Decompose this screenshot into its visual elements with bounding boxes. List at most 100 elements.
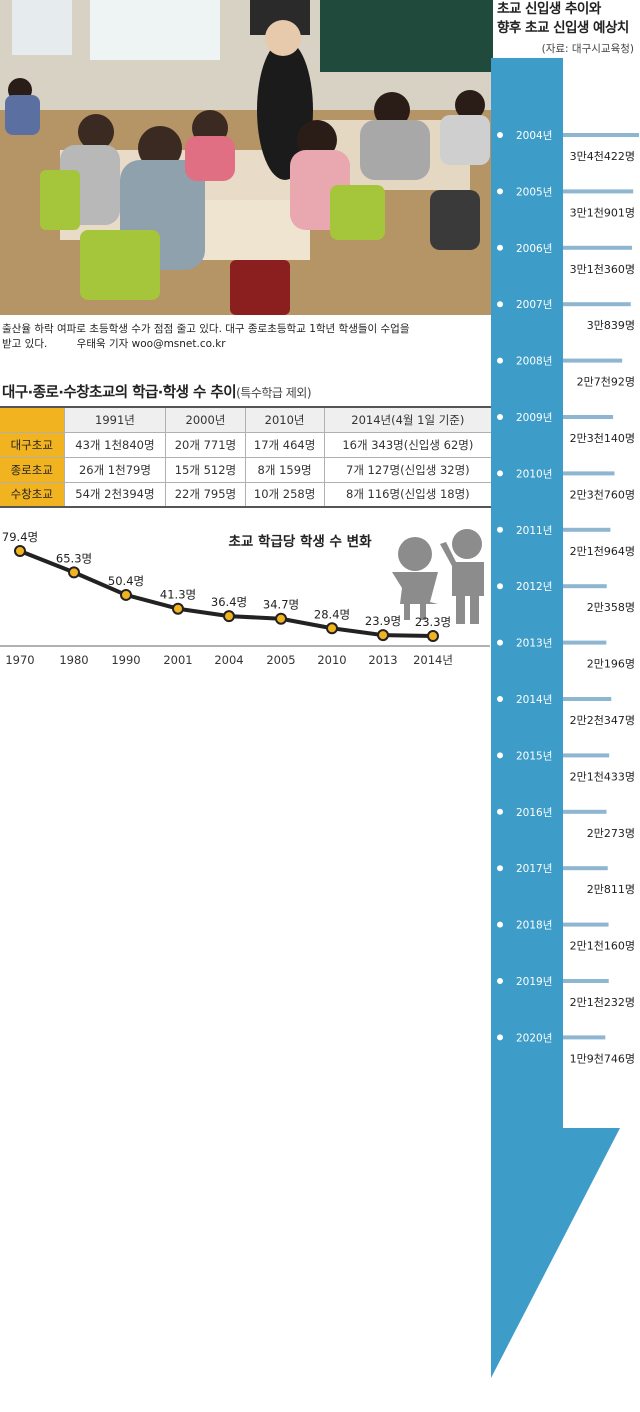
timeline-value-label: 2만1천433명 xyxy=(570,769,635,783)
table-cell: 17개 464명 xyxy=(245,432,325,458)
timeline-year-label: 2019년 xyxy=(516,976,552,988)
timeline-dot xyxy=(497,526,503,533)
timeline-bar xyxy=(563,471,615,476)
data-point xyxy=(223,610,235,623)
timeline-dot xyxy=(497,188,503,195)
data-label: 34.7명 xyxy=(263,598,299,612)
timeline-value-label: 1만9천746명 xyxy=(570,1051,635,1065)
timeline-year-label: 2014년 xyxy=(516,694,552,706)
table-title-text: 대구·종로·수창초교의 학급·학생 수 추이 xyxy=(2,385,237,401)
line-chart-title: 초교 학급당 학생 수 변화 xyxy=(229,533,373,550)
table-header-cell: 1991년 xyxy=(64,406,167,433)
timeline-value-label: 2만196명 xyxy=(587,658,635,671)
caption-line-1: 출산율 하락 여파로 초등학생 수가 점점 줄고 있다. 대구 종로초등학교 1… xyxy=(2,323,410,335)
table-row: 대구초교 43개 1천840명 20개 771명 17개 464명 16개 34… xyxy=(0,432,491,458)
class-size-line-chart: 초교 학급당 학생 수 변화 79.4명 1970 65.3명 1980 50.4명 199… xyxy=(0,529,490,667)
timeline-dot xyxy=(497,978,503,984)
table-row-school: 종로초교 xyxy=(0,457,65,483)
table-header-cell: 2010년 xyxy=(245,406,325,433)
table-cell: 20개 771명 xyxy=(165,432,246,458)
timeline-bar xyxy=(563,866,608,871)
timeline-value-label: 3만4천422명 xyxy=(570,149,635,163)
x-tick-label: 2013 xyxy=(368,653,397,667)
timeline-dot xyxy=(497,808,503,815)
timeline-year-label: 2007년 xyxy=(516,299,552,311)
table-cell: 7개 127명(신입생 32명) xyxy=(324,457,491,483)
table-header-cell: 2014년(4월 1일 기준) xyxy=(324,406,491,433)
timeline-year-label: 2012년 xyxy=(516,581,552,593)
data-point xyxy=(68,566,80,579)
data-point xyxy=(326,622,338,635)
timeline-value-label: 2만3천760명 xyxy=(570,487,635,501)
x-tick-label: 2001 xyxy=(163,653,192,667)
timeline-bar xyxy=(563,1035,606,1040)
data-point xyxy=(172,602,184,615)
timeline-bar xyxy=(563,697,612,701)
data-label: 23.9명 xyxy=(365,614,401,628)
timeline-dot xyxy=(497,244,503,251)
timeline-year-label: 2013년 xyxy=(516,638,552,650)
x-tick-label: 2005 xyxy=(266,653,295,667)
timeline-year-label: 2018년 xyxy=(516,920,552,932)
timeline-value-label: 2만2천347명 xyxy=(570,713,635,727)
timeline-year-label: 2005년 xyxy=(516,186,552,198)
classroom-photo xyxy=(0,0,493,315)
photo-credit: 우태욱 기자 woo@msnet.co.kr xyxy=(76,338,226,350)
timeline-dot xyxy=(497,583,503,590)
data-point xyxy=(120,588,132,601)
timeline-year-label: 2010년 xyxy=(516,468,552,480)
table-title-note: (특수학급 제외) xyxy=(236,386,312,400)
data-label: 65.3명 xyxy=(56,551,92,565)
photo-caption: 출산율 하락 여파로 초등학생 수가 점점 줄고 있다. 대구 종로초등학교 1… xyxy=(2,322,490,352)
timeline-value-label: 2만273명 xyxy=(587,827,635,840)
timeline-year-label: 2008년 xyxy=(516,356,552,368)
table-cell: 8개 159명 xyxy=(245,457,325,483)
timeline-value-label: 2만3천140명 xyxy=(570,431,635,445)
table-header-cell: 2000년 xyxy=(165,406,246,433)
table-title: 대구·종로·수창초교의 학급·학생 수 추이(특수학급 제외) xyxy=(2,381,312,402)
x-tick-label: 1980 xyxy=(59,653,88,667)
children-silhouette-icon xyxy=(392,529,484,624)
freshmen-timeline-chart: 2004년 3만4천422명 2005년 3만1천901명 2006년 3만1천360명 2… xyxy=(491,58,640,1378)
timeline-bar xyxy=(563,133,639,137)
table-cell: 16개 343명(신입생 62명) xyxy=(324,432,491,458)
timeline-title: 초교 신입생 추이와 향후 초교 신입생 예상치 xyxy=(497,0,640,38)
table-row: 종로초교 26개 1천79명 15개 512명 8개 159명 7개 127명(… xyxy=(0,457,491,483)
timeline-band xyxy=(491,58,620,1378)
data-point xyxy=(275,612,287,625)
timeline-year-label: 2011년 xyxy=(516,525,552,537)
timeline-year-label: 2009년 xyxy=(516,412,552,424)
timeline-bar xyxy=(563,922,609,927)
table-cell: 22개 795명 xyxy=(165,482,246,508)
timeline-bar xyxy=(563,245,632,250)
timeline-bar xyxy=(563,415,614,419)
timeline-bar xyxy=(563,527,611,532)
data-point xyxy=(14,545,26,557)
x-tick-label: 2014년 xyxy=(413,653,453,667)
data-label: 50.4명 xyxy=(108,574,144,588)
timeline-value-label: 2만1천964명 xyxy=(570,544,635,558)
x-tick-label: 1970 xyxy=(5,653,34,667)
stats-table: 1991년 2000년 2010년 2014년(4월 1일 기준) 대구초교 4… xyxy=(0,406,491,508)
timeline-value-label: 3만839명 xyxy=(587,319,635,332)
timeline-value-label: 3만1천901명 xyxy=(570,205,635,219)
timeline-dot xyxy=(497,921,503,928)
timeline-value-label: 2만1천232명 xyxy=(570,995,635,1009)
x-tick-label: 1990 xyxy=(111,653,140,667)
table-row: 수창초교 54개 2천394명 22개 795명 10개 258명 8개 116… xyxy=(0,482,491,508)
table-cell: 43개 1천840명 xyxy=(64,432,167,458)
caption-line-2: 받고 있다. 우태욱 기자 woo@msnet.co.kr xyxy=(2,337,490,352)
timeline-bar xyxy=(563,358,623,363)
timeline-bar xyxy=(563,189,634,194)
timeline-bar xyxy=(563,753,610,758)
table-row-school: 수창초교 xyxy=(0,482,65,508)
timeline-title-line-2: 향후 초교 신입생 예상치 xyxy=(497,20,629,36)
timeline-dot xyxy=(497,639,503,646)
table-cell: 8개 116명(신입생 18명) xyxy=(324,482,491,508)
data-label: 41.3명 xyxy=(160,588,196,602)
timeline-value-label: 2만7천92명 xyxy=(577,375,635,389)
x-tick-label: 2010 xyxy=(317,653,346,667)
table-cell: 54개 2천394명 xyxy=(64,482,167,508)
table-cell: 10개 258명 xyxy=(245,482,325,508)
timeline-value-label: 2만811명 xyxy=(587,883,635,896)
